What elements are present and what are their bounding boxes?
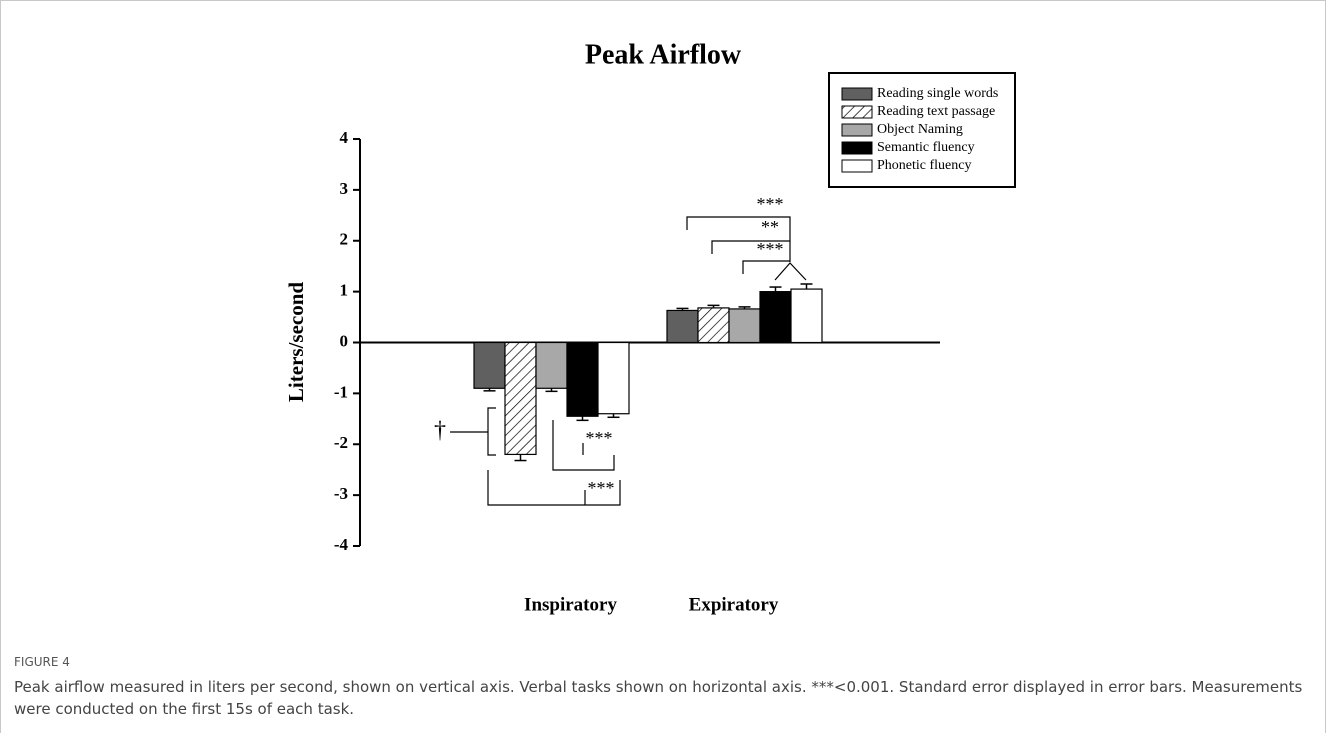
y-tick-label: -1 — [334, 382, 348, 401]
legend-swatch — [841, 123, 873, 137]
y-tick-label: -4 — [334, 535, 349, 554]
annotation: † — [434, 418, 446, 444]
bar — [790, 288, 823, 344]
annotation: ** — [761, 217, 779, 237]
annotation: *** — [757, 194, 784, 214]
y-tick-label: 2 — [340, 230, 349, 249]
y-tick-label: -2 — [334, 433, 348, 452]
legend-swatch — [841, 87, 873, 101]
y-axis-label: Liters/second — [284, 282, 308, 402]
y-tick-label: -3 — [334, 484, 348, 503]
legend-swatch — [841, 141, 873, 155]
bar — [759, 291, 792, 344]
y-tick-label: 0 — [340, 331, 349, 350]
legend-label: Reading text passage — [877, 104, 995, 119]
bar — [504, 341, 537, 456]
legend-label: Phonetic fluency — [877, 158, 971, 173]
chart: Peak Airflow Liters/second † *** *** ***… — [284, 39, 1016, 615]
x-tick-label: Expiratory — [689, 594, 779, 615]
brackets — [450, 216, 807, 506]
legend-swatch — [841, 159, 873, 173]
bar — [566, 341, 599, 417]
legend-swatch — [841, 105, 873, 119]
bar — [697, 307, 730, 344]
annotation: *** — [586, 428, 613, 448]
legend-label: Semantic fluency — [877, 140, 975, 155]
bar — [666, 309, 699, 344]
legend-label: Object Naming — [877, 122, 963, 137]
figure-label: FIGURE 4 — [14, 655, 70, 669]
bar — [597, 341, 630, 415]
y-tick-label: 3 — [340, 179, 349, 198]
y-tick-label: 4 — [340, 128, 349, 147]
annotation: *** — [588, 478, 615, 498]
caption: Peak airflow measured in liters per seco… — [14, 678, 1303, 718]
bar — [473, 341, 506, 389]
bar — [535, 341, 568, 389]
annotation: *** — [757, 239, 784, 259]
legend-label: Reading single words — [877, 86, 998, 101]
y-tick-label: 1 — [340, 281, 349, 300]
bar — [728, 308, 761, 344]
x-tick-label: Inspiratory — [524, 594, 617, 615]
chart-title: Peak Airflow — [585, 39, 742, 70]
